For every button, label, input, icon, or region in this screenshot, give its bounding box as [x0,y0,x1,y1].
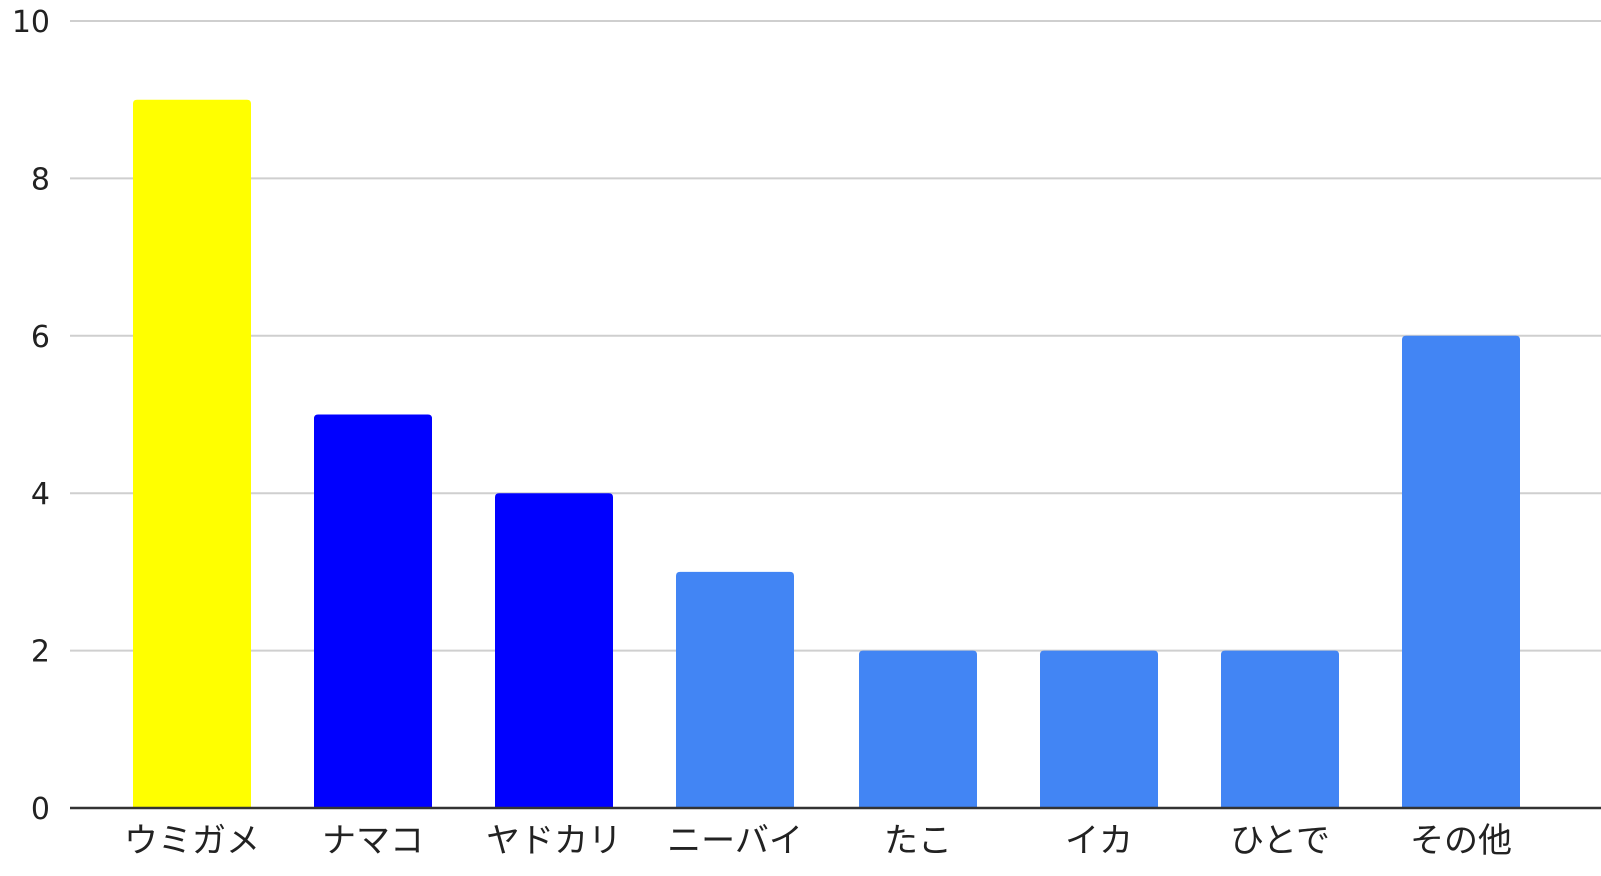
y-tick-label: 10 [12,5,50,40]
x-category-label: ナマコ [322,821,424,861]
x-category-label: ヤドカリ [486,821,622,861]
y-tick-label: 0 [31,792,50,827]
x-category-label: その他 [1410,821,1512,861]
bar-2 [314,414,432,808]
bar-4 [676,571,794,808]
grid-lines [70,20,1601,652]
bars [133,99,1520,808]
x-category-label: たこ [884,821,952,861]
bar-3 [495,493,613,808]
x-category-label: ウミガメ [124,821,260,861]
y-axis-ticks: 0 2 4 6 8 10 [12,5,50,827]
x-category-label: ニーバイ [667,821,803,861]
x-category-label: イカ [1065,821,1133,861]
x-category-label: ひとで [1230,821,1330,861]
bar-8 [1402,335,1520,808]
y-tick-label: 2 [31,635,50,670]
y-tick-label: 4 [31,477,50,512]
x-axis-labels: ウミガメ ナマコ ヤドカリ ニーバイ たこ イカ ひとで その他 [124,821,1512,861]
bar-6 [1040,650,1158,808]
y-tick-label: 8 [31,162,50,197]
bar-7 [1221,650,1339,808]
bar-5 [859,650,977,808]
bar-1 [133,99,251,808]
y-tick-label: 6 [31,320,50,355]
